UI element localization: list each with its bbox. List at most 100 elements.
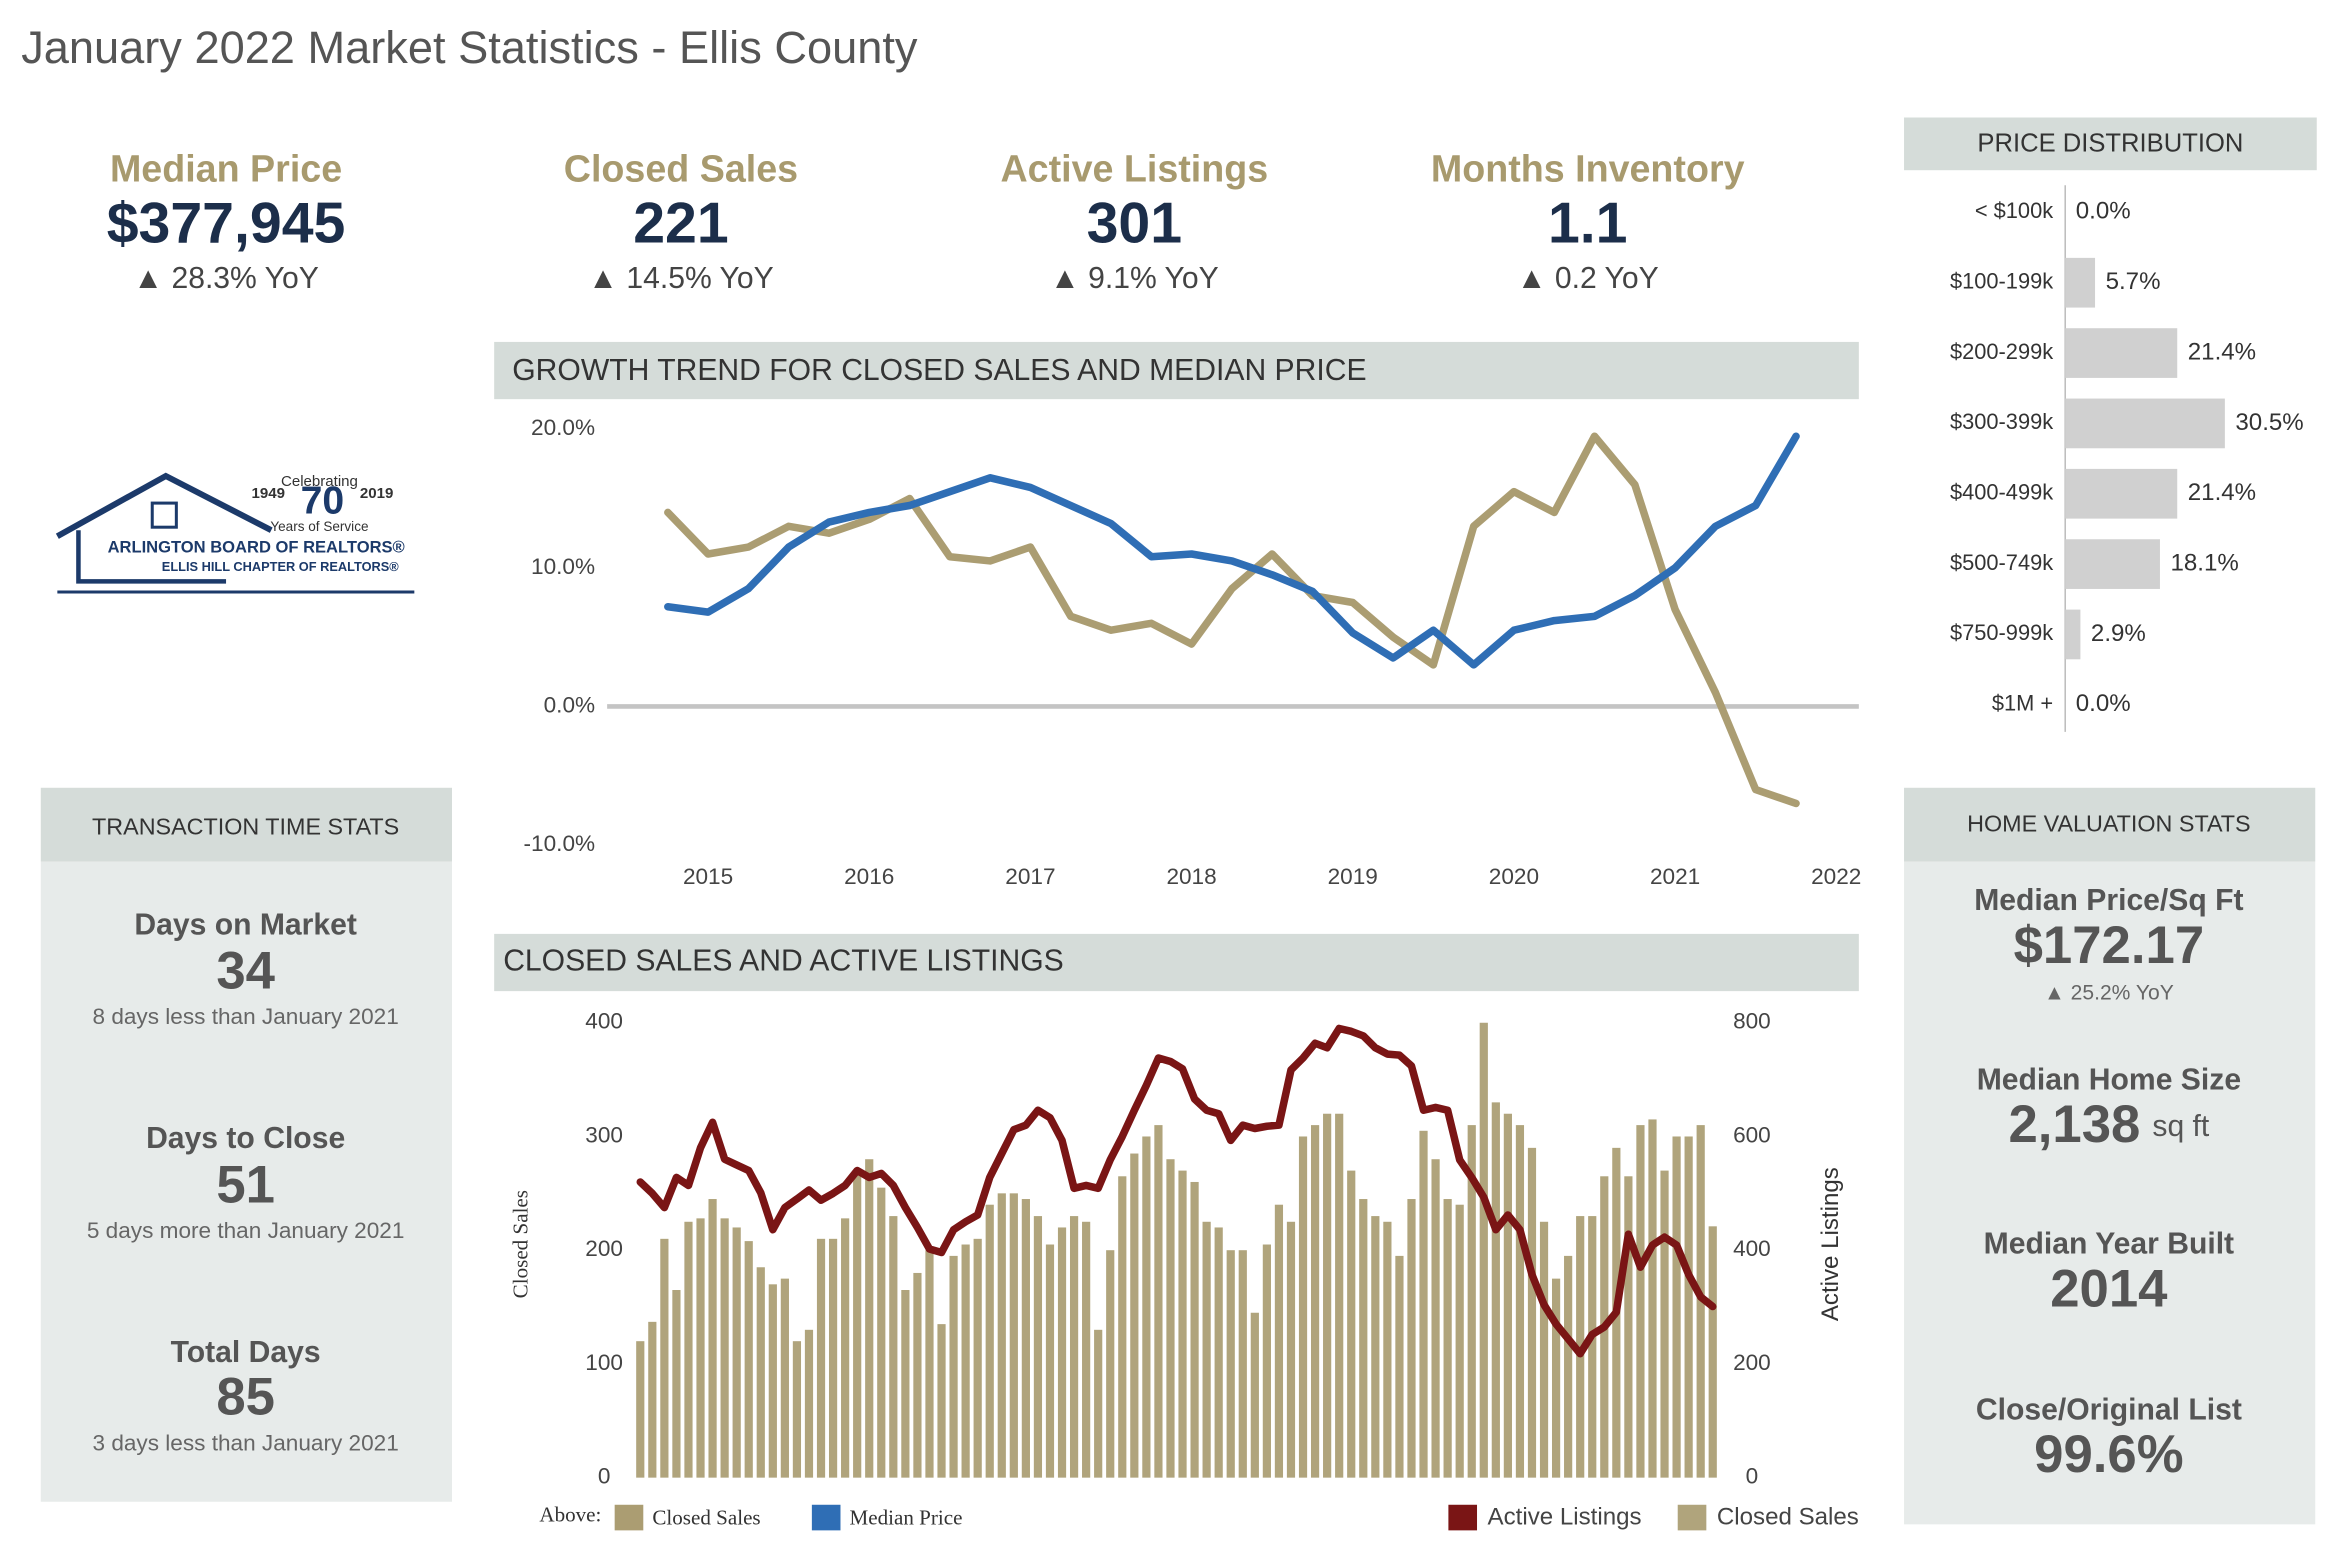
value-label: 30.5%	[2235, 409, 2303, 436]
bar	[1395, 1255, 1404, 1478]
bar	[1383, 1221, 1392, 1478]
bar	[756, 1267, 765, 1478]
bar	[1262, 1244, 1271, 1478]
kpi-value: 221	[633, 192, 728, 256]
stat-label: Total Days	[171, 1336, 321, 1369]
bar	[1539, 1221, 1549, 1478]
legend-swatch	[1677, 1504, 1707, 1531]
bar	[792, 1341, 802, 1478]
category-label: < $100k	[1975, 198, 2053, 223]
bar	[1371, 1216, 1380, 1478]
bar	[841, 1218, 850, 1478]
value-label: 0.0%	[2076, 690, 2131, 717]
combo-chart: 0 100 200 300 400 0 200 400 600 800	[585, 1009, 1770, 1489]
bar	[1648, 1119, 1657, 1478]
bar	[1419, 1130, 1428, 1478]
bar	[1094, 1329, 1103, 1478]
logo-text: 2019	[360, 485, 393, 502]
stat-value: 99.6%	[2034, 1425, 2183, 1484]
kpi-value: $377,945	[107, 192, 346, 256]
bar	[973, 1238, 982, 1478]
value-label: 0.0%	[2076, 198, 2131, 225]
logo-text: Celebrating	[281, 473, 358, 490]
bar	[913, 1272, 922, 1478]
bar	[889, 1216, 898, 1478]
value-label: 5.7%	[2106, 268, 2161, 295]
y2-tick-label: 600	[1733, 1122, 1771, 1147]
bar	[1238, 1250, 1247, 1478]
chart-header	[494, 341, 1859, 400]
bar	[1551, 1278, 1561, 1478]
stat-value: 2014	[2050, 1259, 2168, 1318]
bar	[1660, 1170, 1669, 1478]
bar	[1624, 1176, 1633, 1478]
line-series	[664, 432, 1800, 669]
bar	[648, 1321, 657, 1478]
bar	[925, 1250, 934, 1478]
y-tick-label: -10.0%	[524, 831, 596, 856]
y-tick-label: 400	[585, 1009, 623, 1034]
bar	[1166, 1159, 1175, 1478]
y-axis-label: Closed Sales	[509, 1190, 533, 1298]
bar	[1274, 1204, 1284, 1478]
bar	[961, 1244, 970, 1478]
bar	[1130, 1153, 1139, 1478]
bar	[672, 1290, 681, 1478]
y2-tick-label: 0	[1746, 1464, 1759, 1489]
x-tick-label: 2017	[1005, 864, 1055, 889]
panel-title: TRANSACTION TIME STATS	[92, 814, 399, 840]
stat-unit: sq ft	[2152, 1110, 2210, 1143]
chart-title: CLOSED SALES AND ACTIVE LISTINGS	[503, 944, 1064, 977]
category-label: $500-749k	[1950, 550, 2053, 575]
bar	[708, 1199, 717, 1478]
bar	[1045, 1244, 1055, 1478]
bar	[1672, 1136, 1681, 1478]
kpi-label: Active Listings	[1000, 148, 1268, 190]
bar	[1359, 1199, 1368, 1478]
bar	[1564, 1255, 1573, 1478]
legend-label: Median Price	[850, 1506, 963, 1530]
panel-title: HOME VALUATION STATS	[1967, 811, 2250, 837]
bar	[684, 1221, 693, 1478]
bar	[1226, 1250, 1235, 1478]
category-label: $750-999k	[1950, 620, 2053, 645]
bar	[937, 1324, 946, 1478]
y-tick-label: 0	[598, 1464, 611, 1489]
category-label: $1M +	[1992, 691, 2053, 716]
bar	[1082, 1221, 1091, 1478]
price-distribution: < $100k 0.0% $100-199k 5.7% $200-299k 21.4% $3…	[1950, 185, 2304, 732]
bar	[949, 1255, 958, 1478]
legend-swatch	[811, 1504, 841, 1531]
x-tick-label: 2018	[1166, 864, 1216, 889]
bar	[828, 1238, 838, 1478]
logo-text: 1949	[251, 485, 284, 502]
bar	[660, 1238, 669, 1478]
bar	[1407, 1199, 1416, 1478]
stat-note: 8 days less than January 2021	[92, 1004, 398, 1029]
value-label: 18.1%	[2170, 549, 2238, 576]
logo-roof	[55, 472, 273, 539]
bar	[901, 1290, 910, 1478]
bar	[1431, 1159, 1440, 1478]
bar	[997, 1193, 1006, 1478]
value-label: 2.9%	[2091, 620, 2146, 647]
kpi-change: ▲ 28.3% YoY	[133, 262, 319, 295]
stat-label: Median Year Built	[1984, 1228, 2234, 1261]
bar	[2065, 328, 2178, 378]
legend-title: Above:	[539, 1503, 601, 1527]
chart-header	[494, 933, 1859, 992]
x-tick-label: 2019	[1328, 864, 1378, 889]
bar	[1443, 1199, 1452, 1478]
bar	[1588, 1216, 1597, 1478]
bar	[1684, 1136, 1693, 1478]
bar	[1154, 1125, 1163, 1478]
bar	[1202, 1221, 1211, 1478]
bar	[1106, 1250, 1115, 1478]
x-tick-label: 2020	[1489, 864, 1539, 889]
category-label: $100-199k	[1950, 268, 2053, 293]
panel-body	[1904, 861, 2316, 1525]
legend-label: Closed Sales	[652, 1506, 760, 1530]
category-label: $200-299k	[1950, 339, 2053, 364]
logo: Celebrating 1949 70 2019 Years of Servic…	[55, 472, 415, 594]
logo-text: Years of Service	[270, 519, 368, 534]
